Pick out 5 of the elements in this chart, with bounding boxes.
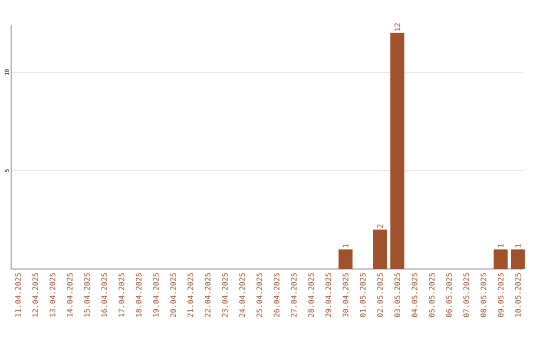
bar [510,249,525,269]
bar [338,249,353,269]
bar [390,32,404,269]
bar [494,249,508,269]
bar [373,230,388,269]
